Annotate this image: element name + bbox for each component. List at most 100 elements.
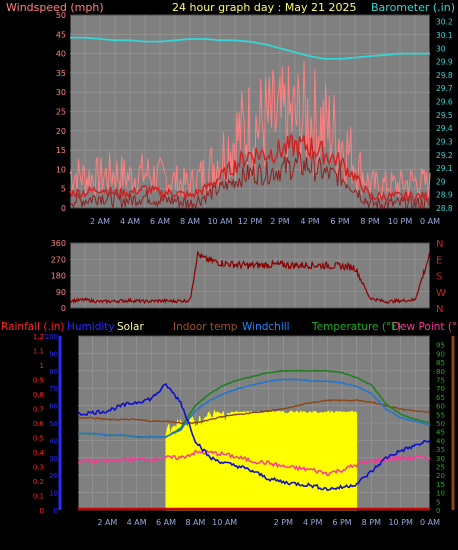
humidity-tick-label: 50	[49, 420, 58, 428]
rain-tick-label: 0.1	[33, 493, 44, 501]
humidity-tick-label: 40	[49, 437, 58, 445]
temperature-tick-label: 40	[436, 437, 445, 445]
humidity-tick-label: 20	[49, 472, 58, 480]
winddir-compass-label: E	[436, 255, 442, 266]
rain-tick-label: 1	[40, 362, 44, 370]
temp-x-tick-label: 10 AM	[212, 518, 237, 527]
winddir-tick-label: 360	[51, 239, 66, 248]
barometer-line	[70, 36, 430, 60]
barometer-axis-title: Barometer (.in)	[371, 1, 455, 14]
winddir-compass-label: S	[436, 272, 442, 283]
rainfall-axis-title: Rainfall (.in)	[1, 321, 64, 333]
temperature-tick-label: 30	[436, 455, 445, 463]
windchill-line	[77, 378, 431, 439]
temp-x-tick-label: 8 PM	[362, 518, 381, 527]
humidity-tick-label: 80	[49, 368, 58, 376]
wind-x-tick-label: 8 PM	[360, 217, 379, 226]
baro-tick-label: 29.8	[436, 71, 453, 80]
winddir-tick-label: 0	[61, 304, 66, 313]
wind-tick-label: 25	[56, 108, 66, 117]
wind-x-tick-label: 2 AM	[90, 217, 110, 226]
wind-x-tick-label: 12 PM	[238, 217, 263, 226]
indoor-temp-axis-title: Indoor temp	[173, 321, 238, 333]
windchill-axis-title: Windchill	[242, 321, 290, 333]
wind-tick-label: 45	[56, 30, 66, 39]
temperature-tick-label: 60	[436, 403, 445, 411]
winddir-compass-label: N	[436, 304, 443, 315]
winddir-compass-label: N	[436, 239, 443, 250]
baro-tick-label: 29.4	[436, 124, 453, 133]
wind-tick-label: 50	[56, 11, 66, 20]
indoor-temp-line	[77, 399, 431, 425]
wind-tick-label: 20	[56, 127, 66, 136]
temperature-tick-label: 70	[436, 385, 445, 393]
baro-tick-label: 28.9	[436, 191, 453, 200]
winddir-tick-label: 90	[56, 288, 66, 297]
rain-tick-label: 0.8	[33, 391, 44, 399]
temperature-tick-label: 10	[436, 490, 445, 498]
wind-x-tick-label: 10 PM	[388, 217, 413, 226]
temperature-tick-label: 75	[436, 377, 445, 385]
humidity-tick-label: 30	[49, 455, 58, 463]
humidity-tick-label: 10	[49, 490, 58, 498]
baro-tick-label: 28.8	[436, 204, 453, 213]
solar-axis-title: Solar	[117, 321, 144, 333]
wind-x-tick-label: 6 PM	[330, 217, 349, 226]
temp-x-tick-label: 6 PM	[332, 518, 351, 527]
temp-x-tick-label: 2 AM	[97, 518, 117, 527]
wind-x-tick-label: 10 AM	[207, 217, 232, 226]
dewpoint-line	[77, 449, 431, 477]
chart-layers: 0510152025303540455028.828.92929.129.229…	[33, 11, 455, 527]
wind-x-tick-label: 2 PM	[270, 217, 289, 226]
humidity-tick-label: 70	[49, 385, 58, 393]
temperature-tick-label: 15	[436, 481, 445, 489]
temperature-tick-label: 50	[436, 420, 445, 428]
rain-tick-label: 0.6	[33, 420, 45, 428]
rain-tick-label: 0.9	[33, 377, 44, 385]
chart-title: 24 hour graph day : May 21 2025	[172, 1, 357, 14]
winddir-line	[69, 250, 431, 305]
baro-tick-label: 29.7	[436, 84, 453, 93]
wind-tick-label: 40	[56, 50, 66, 59]
rain-tick-label: 0	[40, 507, 44, 515]
wind-avg-line	[69, 134, 431, 203]
wind-x-tick-label: 8 AM	[180, 217, 200, 226]
rain-tick-label: 0.4	[33, 449, 45, 457]
temperature-tick-label: 25	[436, 464, 445, 472]
humidity-tick-label: 90	[49, 350, 58, 358]
wind-x-tick-label: 0 AM	[420, 217, 440, 226]
temp-x-tick-label: 8 AM	[185, 518, 205, 527]
temperature-axis-title: Temperature (°F)	[311, 321, 401, 333]
temperature-tick-label: 55	[436, 411, 445, 419]
baro-tick-label: 29.9	[436, 58, 453, 67]
baro-tick-label: 30.1	[436, 31, 453, 40]
wind-x-tick-label: 4 AM	[120, 217, 140, 226]
temperature-tick-label: 20	[436, 472, 445, 480]
baro-tick-label: 29	[436, 177, 446, 186]
wind-tick-label: 5	[61, 185, 66, 194]
rain-tick-label: 0.2	[33, 478, 44, 486]
temp-x-tick-label: 4 PM	[303, 518, 322, 527]
windspeed-axis-title: Windspeed (mph)	[6, 1, 104, 14]
wind-x-tick-label: 4 PM	[300, 217, 319, 226]
temperature-tick-label: 65	[436, 394, 445, 402]
winddir-tick-label: 270	[51, 255, 66, 264]
wind-x-tick-label: 6 AM	[150, 217, 170, 226]
wind-tick-label: 0	[61, 204, 66, 213]
temp-x-tick-label: 2 PM	[274, 518, 293, 527]
rain-tick-label: 0.5	[33, 435, 44, 443]
temperature-tick-label: 80	[436, 368, 445, 376]
humidity-tick-label: 0	[54, 507, 58, 515]
humidity-tick-label: 100	[45, 333, 58, 341]
wind-tick-label: 35	[56, 69, 66, 78]
rain-tick-label: 1.2	[33, 333, 44, 341]
humidity-axis-title: Humidity	[67, 321, 115, 333]
humidity-line	[77, 383, 431, 492]
rain-tick-label: 0.3	[33, 464, 44, 472]
temp-x-tick-label: 10 PM	[388, 518, 413, 527]
temp-x-tick-label: 4 AM	[127, 518, 147, 527]
baro-tick-label: 29.2	[436, 151, 453, 160]
temperature-tick-label: 0	[436, 507, 440, 515]
